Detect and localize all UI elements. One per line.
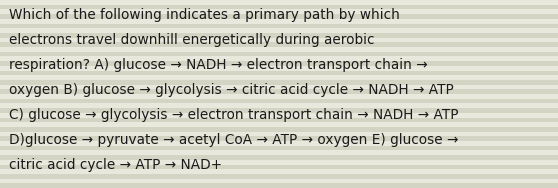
Bar xyxy=(0,164,558,169)
Bar xyxy=(0,174,558,179)
Bar xyxy=(0,5,558,9)
Bar xyxy=(0,42,558,47)
Bar xyxy=(0,108,558,113)
Bar xyxy=(0,38,558,42)
Bar xyxy=(0,14,558,19)
Text: citric acid cycle → ATP → NAD+: citric acid cycle → ATP → NAD+ xyxy=(9,158,222,171)
Bar xyxy=(0,85,558,89)
Bar xyxy=(0,150,558,155)
Bar xyxy=(0,132,558,136)
Bar xyxy=(0,113,558,118)
Bar xyxy=(0,56,558,61)
Bar xyxy=(0,146,558,150)
Bar xyxy=(0,19,558,24)
Text: respiration? A) glucose → NADH → electron transport chain →: respiration? A) glucose → NADH → electro… xyxy=(9,58,427,71)
Bar xyxy=(0,70,558,75)
Bar xyxy=(0,33,558,38)
Text: D)glucose → pyruvate → acetyl CoA → ATP → oxygen E) glucose →: D)glucose → pyruvate → acetyl CoA → ATP … xyxy=(9,133,458,146)
Text: Which of the following indicates a primary path by which: Which of the following indicates a prima… xyxy=(9,8,400,21)
Bar xyxy=(0,99,558,103)
Bar xyxy=(0,179,558,183)
Bar xyxy=(0,9,558,14)
Bar xyxy=(0,47,558,52)
Bar xyxy=(0,160,558,164)
Bar xyxy=(0,141,558,146)
Bar xyxy=(0,24,558,28)
Bar xyxy=(0,118,558,122)
Bar xyxy=(0,0,558,5)
Bar xyxy=(0,89,558,94)
Bar xyxy=(0,103,558,108)
Bar xyxy=(0,28,558,33)
Bar xyxy=(0,94,558,99)
Bar xyxy=(0,66,558,70)
Bar xyxy=(0,80,558,85)
Bar xyxy=(0,183,558,188)
Text: oxygen B) glucose → glycolysis → citric acid cycle → NADH → ATP: oxygen B) glucose → glycolysis → citric … xyxy=(9,83,454,96)
Bar xyxy=(0,136,558,141)
Text: electrons travel downhill energetically during aerobic: electrons travel downhill energetically … xyxy=(9,33,374,46)
Bar xyxy=(0,61,558,66)
Bar xyxy=(0,155,558,160)
Bar xyxy=(0,75,558,80)
Text: C) glucose → glycolysis → electron transport chain → NADH → ATP: C) glucose → glycolysis → electron trans… xyxy=(9,108,459,121)
Bar xyxy=(0,169,558,174)
Bar xyxy=(0,127,558,132)
Bar xyxy=(0,52,558,56)
Bar xyxy=(0,122,558,127)
